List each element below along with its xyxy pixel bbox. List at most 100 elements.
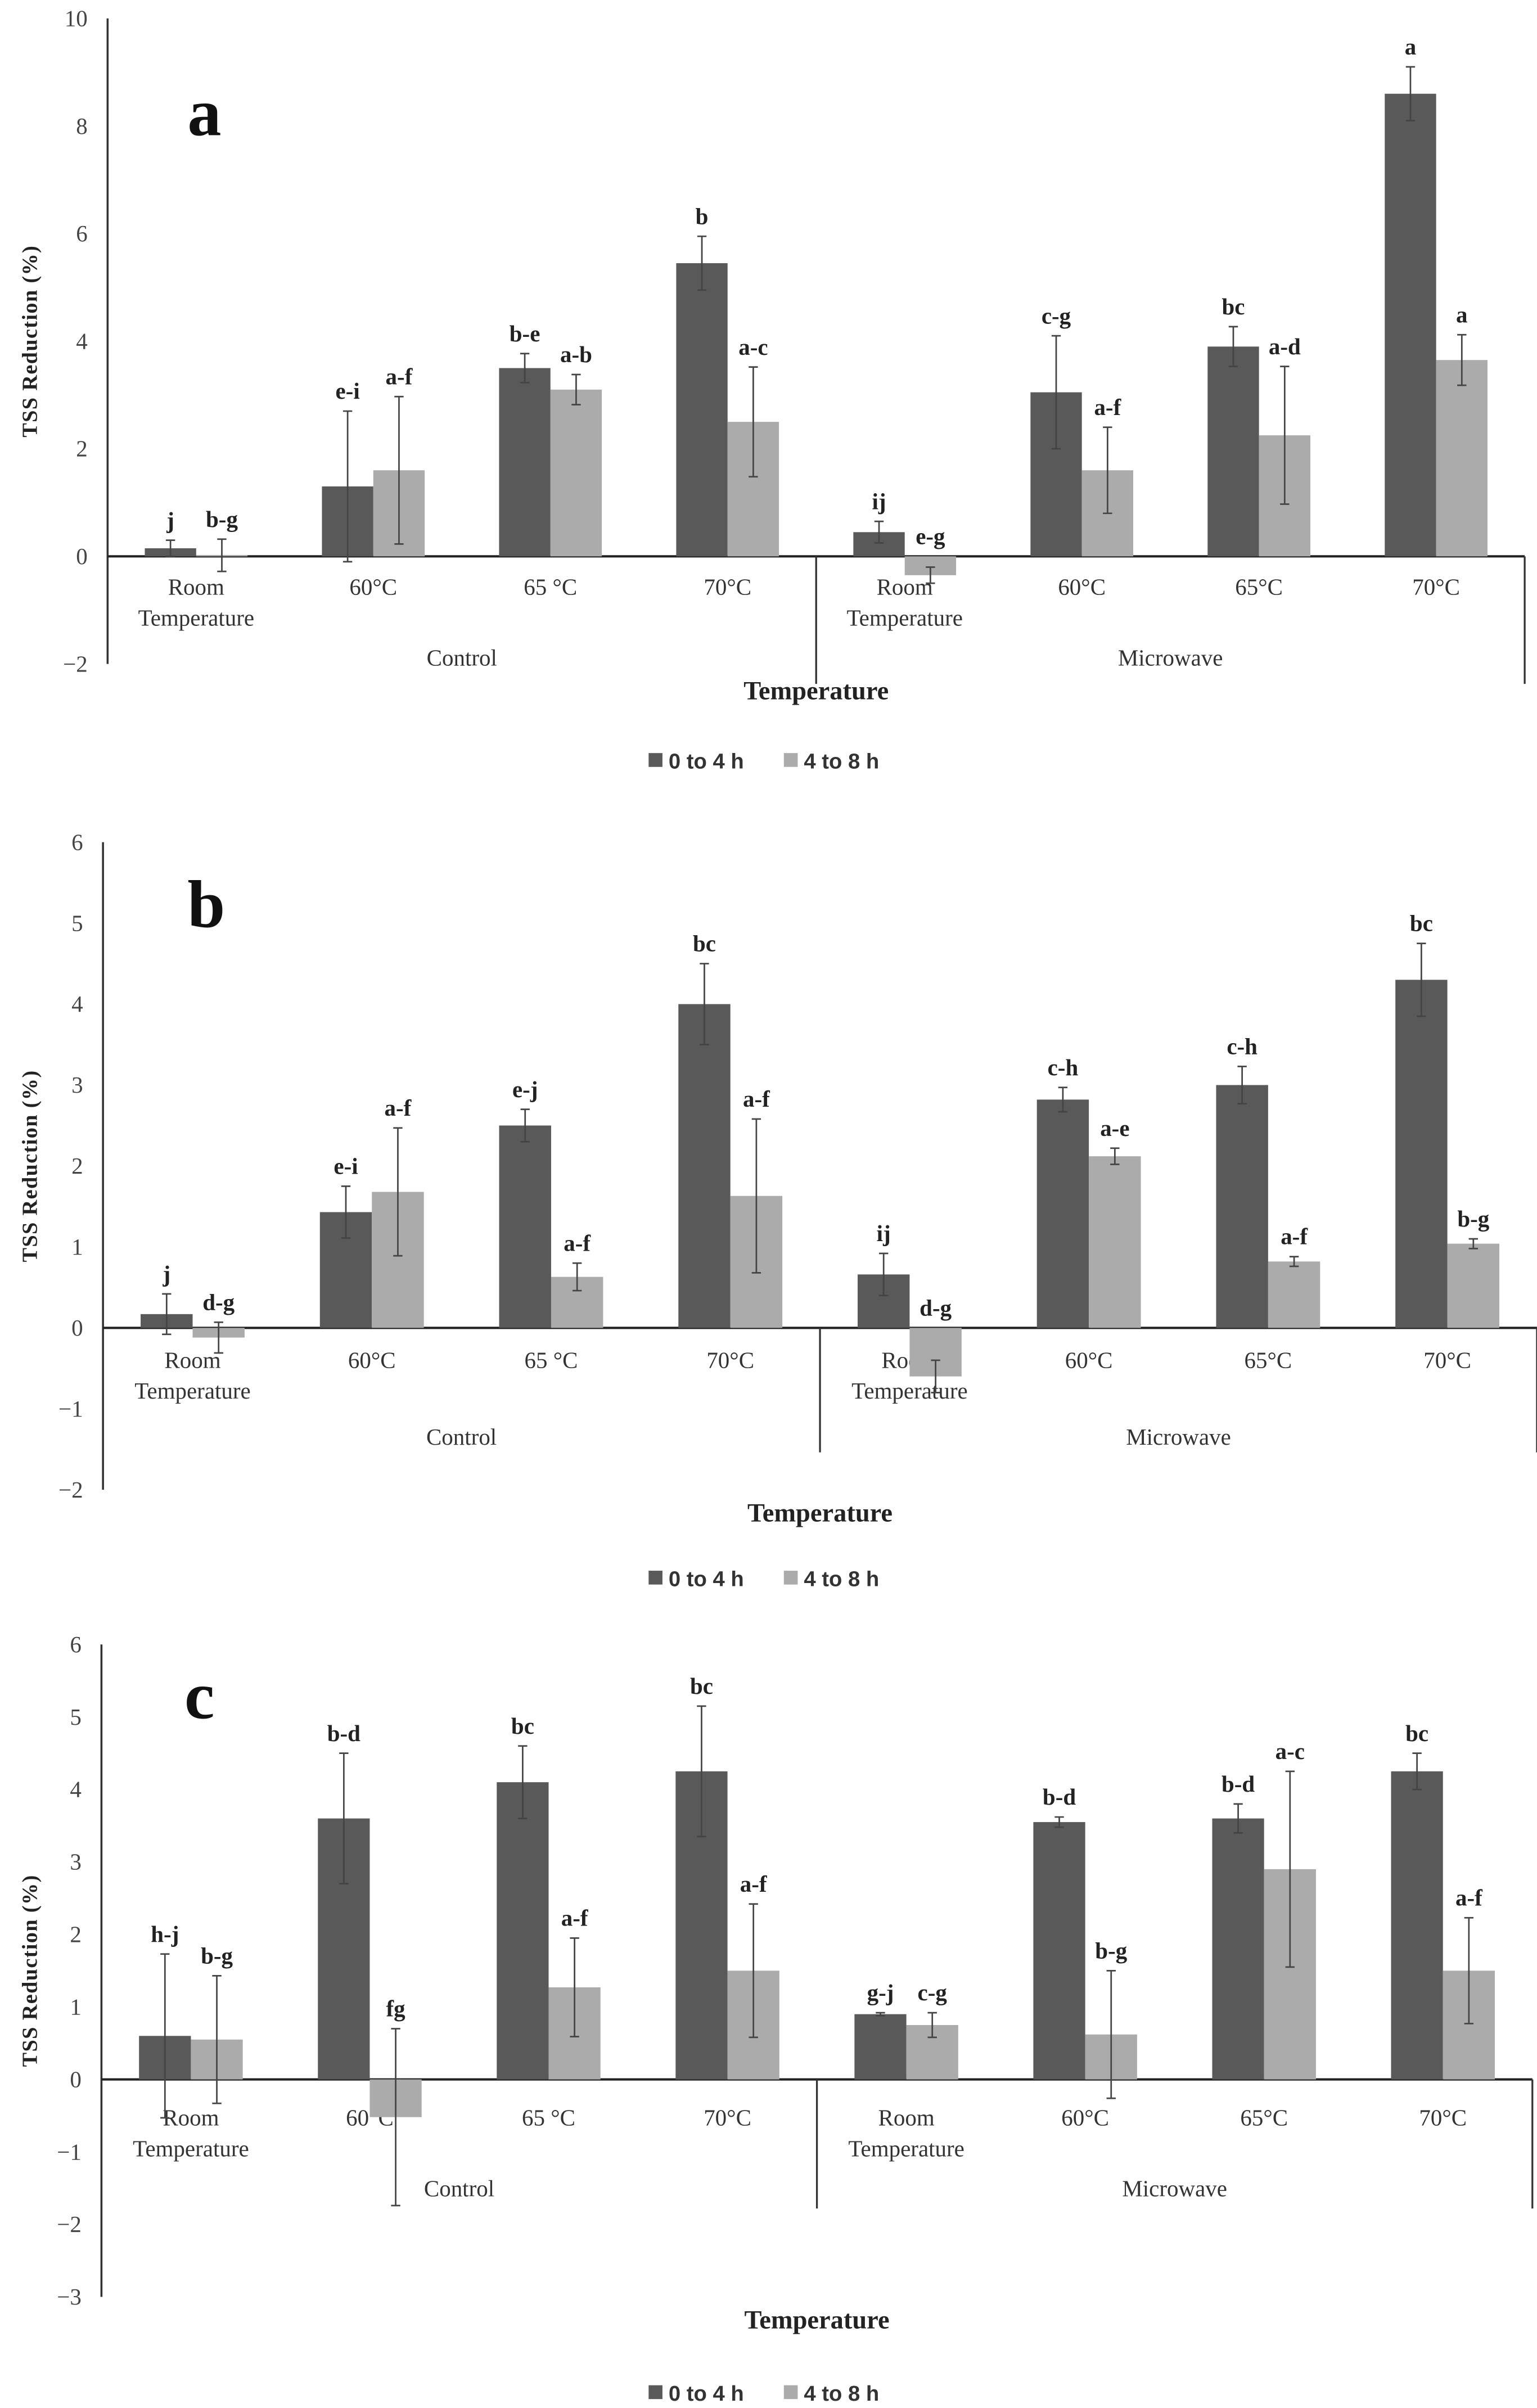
y-tick-label: 0 [71, 1315, 83, 1341]
category-label: 60°C [348, 1347, 396, 1373]
x-axis-title: Temperature [745, 2306, 890, 2334]
bar-4-8h [550, 389, 602, 557]
y-tick-label: 6 [76, 220, 87, 246]
panel-letter: c [184, 1658, 214, 1733]
category-label-line: Room [163, 2105, 219, 2131]
y-tick-label: 5 [70, 1704, 82, 1730]
category-label-line: Temperature [134, 1378, 250, 1404]
significance-letter: e-g [916, 523, 945, 549]
bar-0-4h [854, 2014, 907, 2080]
significance-letter: a-f [1455, 1884, 1483, 1910]
significance-letter: a-c [1275, 1738, 1305, 1764]
legend-swatch [648, 2385, 662, 2400]
category-label: 70°C [1423, 1347, 1471, 1373]
significance-letter: fg [386, 1996, 406, 2022]
category-label: 70°C [706, 1347, 754, 1373]
category-label-line: Temperature [846, 605, 962, 630]
bar-0-4h [1216, 1085, 1268, 1328]
group-label: Control [426, 1424, 497, 1450]
y-axis-title: TSS Reduction (%) [19, 1070, 42, 1262]
legend-swatch [783, 753, 798, 767]
group-label: Microwave [1126, 1424, 1231, 1450]
significance-letter: bc [1410, 910, 1433, 936]
significance-letter: a-f [743, 1086, 770, 1112]
y-axis-title: TSS Reduction (%) [19, 245, 42, 438]
bar-0-4h [1207, 346, 1259, 557]
significance-letter: ij [877, 1220, 891, 1246]
significance-letter: b-g [201, 1942, 233, 1968]
bar-0-4h [1033, 1822, 1085, 2080]
category-label: 60°C [1065, 1347, 1113, 1373]
y-tick-label: −2 [58, 1477, 83, 1503]
y-tick-label: 2 [76, 436, 87, 462]
significance-letter: b-e [510, 321, 540, 346]
significance-letter: a-b [560, 341, 592, 367]
y-tick-label: 10 [65, 5, 88, 31]
significance-letter: b [696, 203, 709, 229]
category-label: 60°C [349, 574, 397, 600]
x-axis-title: Temperature [747, 1499, 893, 1528]
legend-label: 0 to 4 h [669, 2382, 744, 2406]
y-tick-label: 6 [71, 829, 83, 855]
legend-label: 4 to 8 h [804, 1567, 879, 1591]
significance-letter: a-c [738, 334, 768, 360]
significance-letter: a-f [564, 1230, 591, 1256]
x-axis-title: Temperature [743, 677, 889, 705]
bar-4-8h [1268, 1261, 1320, 1328]
significance-letter: j [166, 507, 174, 533]
bar-0-4h [676, 263, 728, 557]
y-tick-label: −1 [57, 2139, 82, 2165]
bar-0-4h [1036, 1099, 1089, 1328]
significance-letter: b-d [1222, 1771, 1255, 1797]
panel-letter: b [187, 867, 225, 942]
category-label-line: Room [168, 574, 224, 600]
category-label-line: Room [164, 1347, 220, 1373]
legend-swatch [648, 1571, 662, 1585]
y-tick-label: −2 [57, 2211, 82, 2237]
significance-letter: c-h [1227, 1034, 1257, 1059]
significance-letter: bc [1222, 294, 1245, 319]
category-label: 70°C [1419, 2105, 1467, 2131]
bar-0-4h [497, 1782, 549, 2080]
y-tick-label: 3 [70, 1849, 82, 1875]
category-label: 65°C [1235, 574, 1283, 600]
category-label-line: Temperature [133, 2135, 249, 2161]
significance-letter: g-j [867, 1979, 894, 2005]
category-label: 60°C [1061, 2105, 1109, 2131]
y-tick-label: 4 [70, 1776, 82, 1802]
y-tick-label: −2 [63, 651, 88, 677]
significance-letter: bc [1405, 1720, 1428, 1746]
significance-letter: bc [693, 931, 716, 957]
category-label: 65 °C [522, 2105, 575, 2131]
category-label: 70°C [704, 2105, 751, 2131]
significance-letter: e-i [335, 378, 359, 404]
category-label: Room Temperature [138, 574, 254, 631]
y-tick-label: 6 [70, 1631, 82, 1657]
significance-letter: a [1405, 34, 1417, 60]
category-label-line: Temperature [848, 2135, 964, 2161]
category-label: 65 °C [524, 1347, 578, 1373]
panel-letter: a [187, 76, 221, 151]
bar-0-4h [1395, 980, 1448, 1328]
category-label: 65°C [1240, 2105, 1288, 2131]
significance-letter: a-f [740, 1871, 768, 1897]
significance-letter: bc [511, 1713, 534, 1739]
significance-letter: a [1456, 301, 1468, 327]
significance-letter: a-d [1269, 333, 1301, 359]
legend-label: 4 to 8 h [804, 2382, 879, 2406]
y-tick-label: 4 [76, 328, 87, 354]
y-tick-label: 5 [71, 910, 83, 936]
bar-0-4h [499, 368, 551, 557]
y-tick-label: −1 [58, 1396, 83, 1422]
bar-0-4h [1391, 1771, 1443, 2080]
y-axis-title: TSS Reduction (%) [19, 1874, 42, 2067]
category-label: 65 °C [524, 574, 577, 600]
category-label-line: Temperature [138, 605, 254, 630]
significance-letter: a-f [386, 363, 413, 389]
significance-letter: a-f [1094, 394, 1121, 420]
legend-swatch [648, 753, 662, 767]
significance-letter: h-j [151, 1921, 179, 1947]
